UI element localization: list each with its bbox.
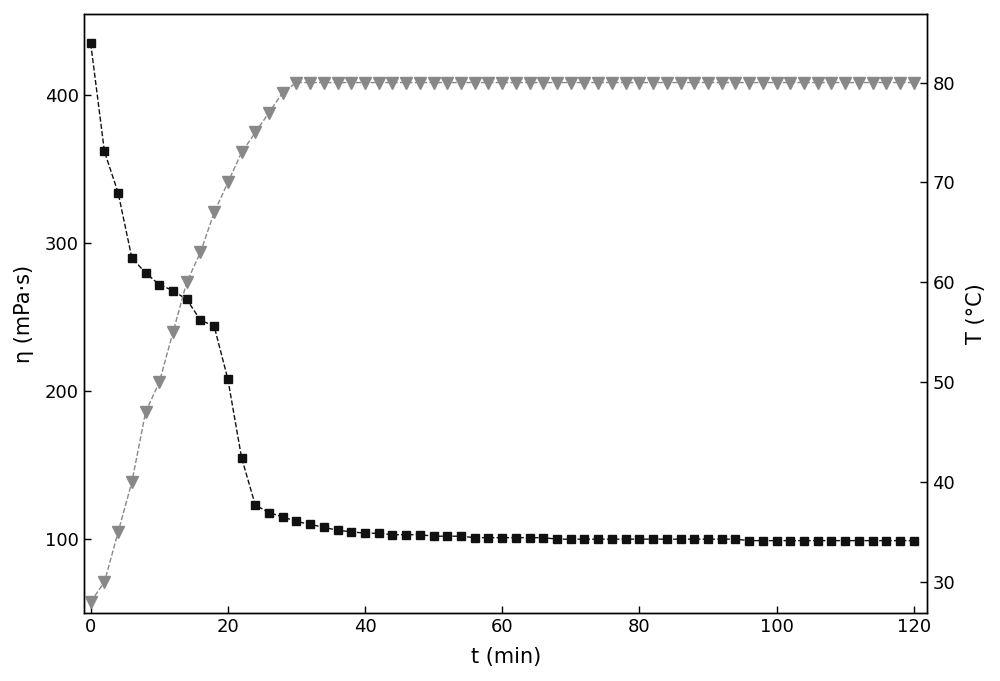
- Y-axis label: T (°C): T (°C): [966, 283, 986, 344]
- Y-axis label: η (mPa·s): η (mPa·s): [14, 264, 34, 362]
- X-axis label: t (min): t (min): [471, 647, 541, 667]
